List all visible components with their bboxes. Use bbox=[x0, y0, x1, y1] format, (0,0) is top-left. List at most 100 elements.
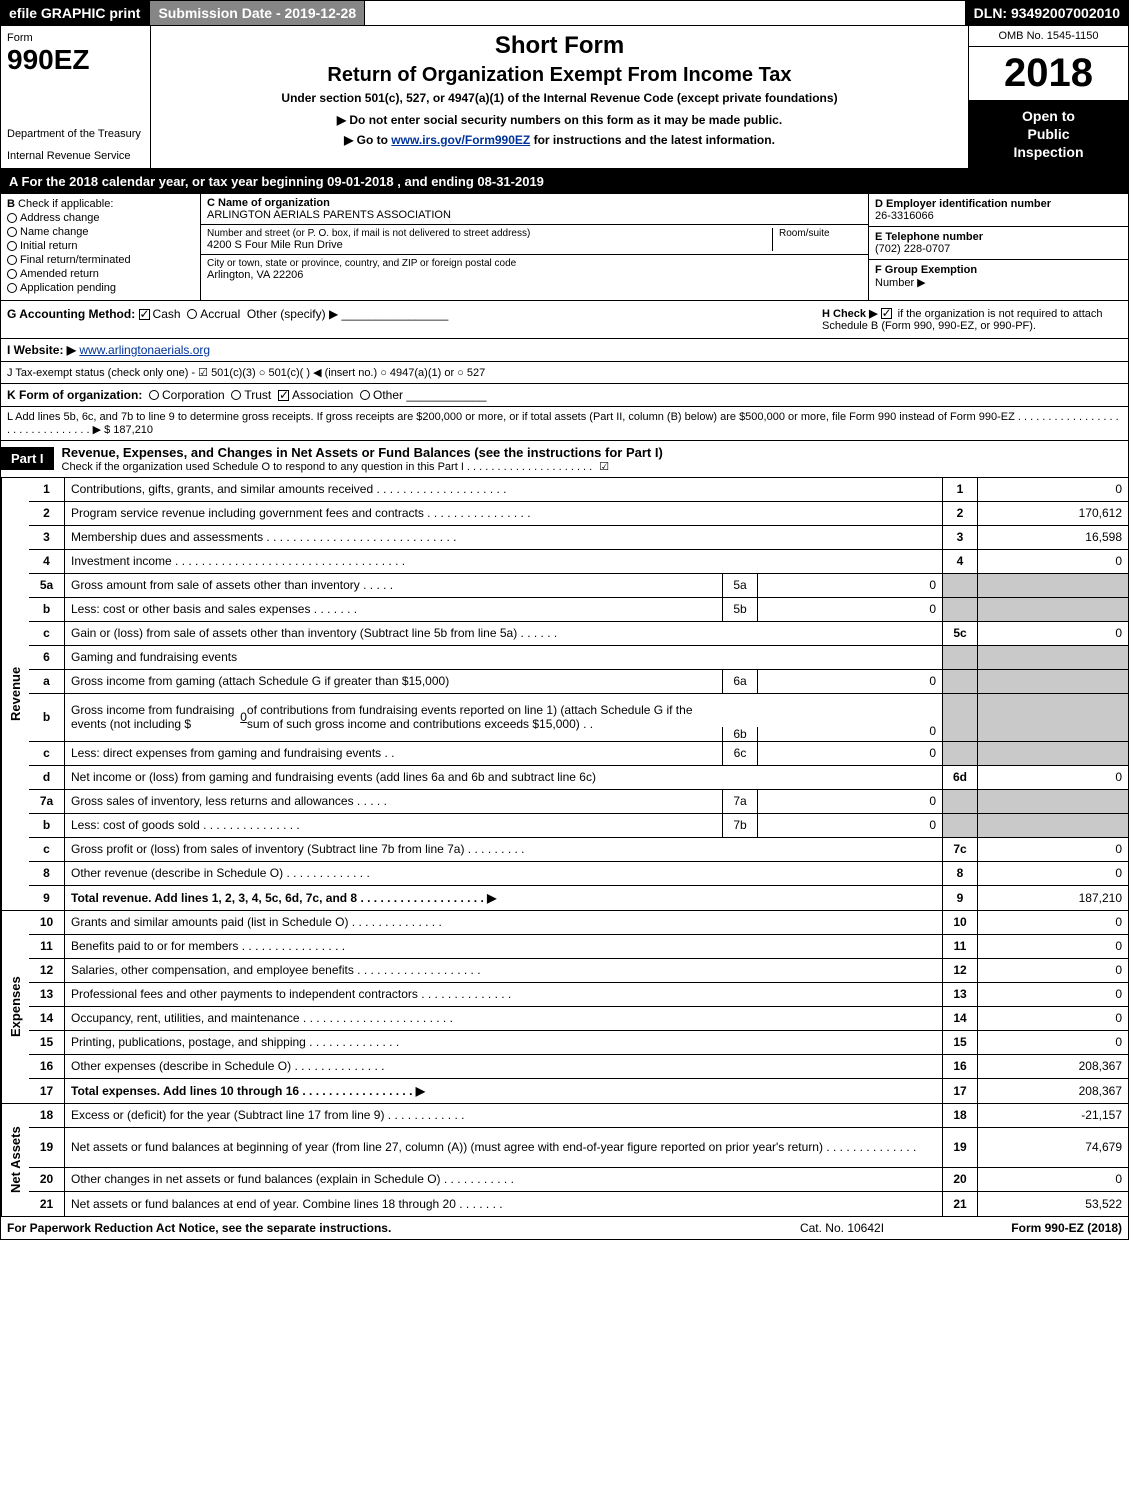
chk-cash[interactable] bbox=[139, 309, 150, 320]
website-link[interactable]: www.arlingtonaerials.org bbox=[79, 343, 210, 357]
part1-title: Revenue, Expenses, and Changes in Net As… bbox=[54, 441, 1128, 477]
line-13-rn: 13 bbox=[942, 983, 978, 1006]
section-l: L Add lines 5b, 6c, and 7b to line 9 to … bbox=[0, 407, 1129, 441]
line-8-desc: Other revenue (describe in Schedule O) .… bbox=[65, 862, 942, 885]
line-5c-desc: Gain or (loss) from sale of assets other… bbox=[65, 622, 942, 645]
line-1-num: 1 bbox=[29, 478, 65, 501]
period-line: A For the 2018 calendar year, or tax yea… bbox=[0, 169, 1129, 194]
header-left: Form 990EZ Department of the Treasury In… bbox=[1, 26, 151, 168]
line-7a-sn: 7a bbox=[722, 790, 758, 813]
part1-check: Check if the organization used Schedule … bbox=[62, 460, 1120, 473]
line-11-val: 0 bbox=[978, 935, 1128, 958]
line-6b-num: b bbox=[29, 694, 65, 741]
line-6c-sn: 6c bbox=[722, 742, 758, 765]
line-12-desc: Salaries, other compensation, and employ… bbox=[65, 959, 942, 982]
form-header: Form 990EZ Department of the Treasury In… bbox=[0, 26, 1129, 169]
line-6d-num: d bbox=[29, 766, 65, 789]
chk-assoc[interactable] bbox=[278, 390, 289, 401]
line-16-rn: 16 bbox=[942, 1055, 978, 1078]
line-3-desc: Membership dues and assessments . . . . … bbox=[65, 526, 942, 549]
line-6-desc: Gaming and fundraising events bbox=[65, 646, 942, 669]
chk-amended-return[interactable]: Amended return bbox=[7, 268, 194, 280]
line-10-desc: Grants and similar amounts paid (list in… bbox=[65, 911, 942, 934]
chk-application-pending[interactable]: Application pending bbox=[7, 282, 194, 294]
chk-address-change[interactable]: Address change bbox=[7, 212, 194, 224]
line-6c-rn-gray bbox=[942, 742, 978, 765]
line-6-rn-gray bbox=[942, 646, 978, 669]
line-14-val: 0 bbox=[978, 1007, 1128, 1030]
line-17-val: 208,367 bbox=[978, 1079, 1128, 1103]
notice-goto: ▶ Go to www.irs.gov/Form990EZ for instru… bbox=[163, 133, 956, 147]
irs-link[interactable]: www.irs.gov/Form990EZ bbox=[391, 133, 530, 147]
line-7b-num: b bbox=[29, 814, 65, 837]
footer-left: For Paperwork Reduction Act Notice, see … bbox=[7, 1221, 742, 1235]
title-short-form: Short Form bbox=[163, 32, 956, 60]
b-check-if: Check if applicable: bbox=[18, 198, 113, 210]
line-1-val: 0 bbox=[978, 478, 1128, 501]
f-label2: Number ▶ bbox=[875, 276, 1122, 289]
i-label: I Website: ▶ bbox=[7, 343, 76, 357]
line-21-rn: 21 bbox=[942, 1192, 978, 1216]
chk-corp[interactable] bbox=[149, 390, 159, 400]
chk-accrual[interactable] bbox=[187, 309, 197, 319]
line-5a-rn-gray bbox=[942, 574, 978, 597]
dln-label: DLN: 93492007002010 bbox=[965, 0, 1129, 26]
chk-initial-return[interactable]: Initial return bbox=[7, 240, 194, 252]
line-1-rn: 1 bbox=[942, 478, 978, 501]
line-16-desc: Other expenses (describe in Schedule O) … bbox=[65, 1055, 942, 1078]
line-7b-desc: Less: cost of goods sold . . . . . . . .… bbox=[65, 814, 722, 837]
line-18-rn: 18 bbox=[942, 1104, 978, 1127]
line-7b-sv: 0 bbox=[758, 814, 942, 837]
line-5a-desc: Gross amount from sale of assets other t… bbox=[65, 574, 722, 597]
line-5b-val-gray bbox=[978, 598, 1128, 621]
line-15-rn: 15 bbox=[942, 1031, 978, 1054]
omb-number: OMB No. 1545-1150 bbox=[969, 26, 1128, 47]
line-4-rn: 4 bbox=[942, 550, 978, 573]
line-6b-rn-gray bbox=[942, 694, 978, 741]
subtitle: Under section 501(c), 527, or 4947(a)(1)… bbox=[163, 91, 956, 105]
line-11-rn: 11 bbox=[942, 935, 978, 958]
line-15-num: 15 bbox=[29, 1031, 65, 1054]
line-18-num: 18 bbox=[29, 1104, 65, 1127]
line-7c-val: 0 bbox=[978, 838, 1128, 861]
line-6b-sv: 0 bbox=[758, 721, 942, 741]
footer-right: Form 990-EZ (2018) bbox=[942, 1221, 1122, 1235]
chk-other-org[interactable] bbox=[360, 390, 370, 400]
line-2-val: 170,612 bbox=[978, 502, 1128, 525]
k-label: K Form of organization: bbox=[7, 388, 142, 402]
line-7a-rn-gray bbox=[942, 790, 978, 813]
line-17-desc: Total expenses. Add lines 10 through 16 … bbox=[65, 1079, 942, 1103]
line-6d-val: 0 bbox=[978, 766, 1128, 789]
line-4-num: 4 bbox=[29, 550, 65, 573]
chk-trust[interactable] bbox=[231, 390, 241, 400]
line-20-desc: Other changes in net assets or fund bala… bbox=[65, 1168, 942, 1191]
chk-h[interactable] bbox=[881, 308, 892, 319]
line-20-val: 0 bbox=[978, 1168, 1128, 1191]
org-address: 4200 S Four Mile Run Drive bbox=[207, 239, 772, 251]
section-i: I Website: ▶ www.arlingtonaerials.org bbox=[0, 339, 1129, 362]
line-6a-desc: Gross income from gaming (attach Schedul… bbox=[65, 670, 722, 693]
f-group: F Group Exemption Number ▶ bbox=[869, 260, 1128, 293]
b-label: B bbox=[7, 198, 15, 210]
chk-final-return[interactable]: Final return/terminated bbox=[7, 254, 194, 266]
line-3-val: 16,598 bbox=[978, 526, 1128, 549]
section-gh: G Accounting Method: Cash Accrual Other … bbox=[0, 301, 1129, 339]
line-6b-desc: Gross income from fundraising events (no… bbox=[65, 694, 722, 741]
line-7c-rn: 7c bbox=[942, 838, 978, 861]
line-6a-val-gray bbox=[978, 670, 1128, 693]
efile-label: efile GRAPHIC print bbox=[0, 0, 149, 26]
line-15-desc: Printing, publications, postage, and shi… bbox=[65, 1031, 942, 1054]
inspect-line2: Public bbox=[975, 125, 1122, 143]
line-8-num: 8 bbox=[29, 862, 65, 885]
line-9-num: 9 bbox=[29, 886, 65, 910]
line-5a-sn: 5a bbox=[722, 574, 758, 597]
line-5a-val-gray bbox=[978, 574, 1128, 597]
line-15-val: 0 bbox=[978, 1031, 1128, 1054]
top-bar: efile GRAPHIC print Submission Date - 20… bbox=[0, 0, 1129, 26]
part1-checkbox[interactable]: ☑ bbox=[599, 461, 609, 473]
header-right: OMB No. 1545-1150 2018 Open to Public In… bbox=[968, 26, 1128, 168]
line-6a-num: a bbox=[29, 670, 65, 693]
chk-name-change[interactable]: Name change bbox=[7, 226, 194, 238]
room-suite: Room/suite bbox=[772, 228, 862, 251]
line-7a-sv: 0 bbox=[758, 790, 942, 813]
